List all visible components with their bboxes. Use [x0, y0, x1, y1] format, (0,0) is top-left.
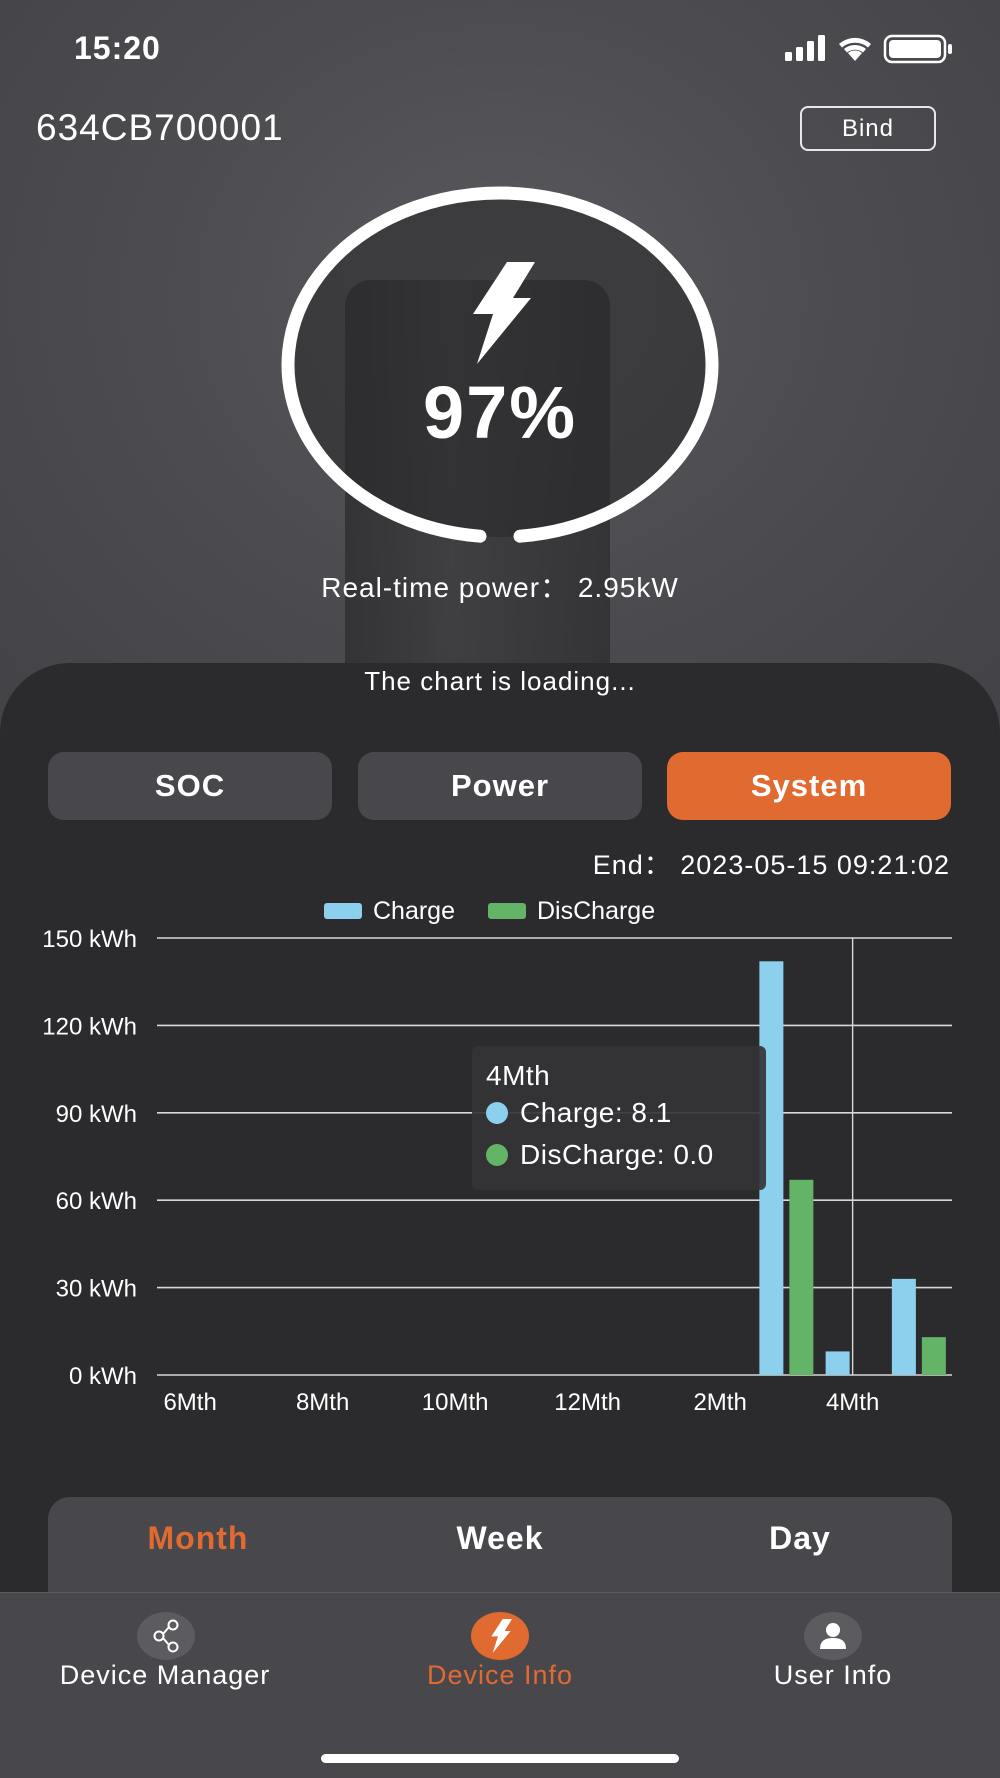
time-range-selector — [48, 1497, 952, 1593]
signal-icon — [785, 35, 825, 61]
y-tick-label: 90 kWh — [56, 1101, 137, 1128]
bar-discharge — [789, 1179, 814, 1375]
legend-label: DisCharge — [537, 897, 655, 925]
bar-charge — [825, 1351, 850, 1375]
lightning-icon — [491, 1619, 512, 1653]
nav-device-info-button[interactable] — [471, 1612, 529, 1660]
tooltip-title: 4Mth — [486, 1060, 551, 1091]
bar-discharge — [921, 1337, 946, 1375]
tooltip-row-charge: Charge: 8.1 — [486, 1092, 766, 1134]
x-tick-label: 12Mth — [554, 1389, 621, 1416]
user-icon — [820, 1623, 846, 1649]
y-tick-label: 0 kWh — [69, 1363, 137, 1390]
x-tick-label: 6Mth — [163, 1389, 216, 1416]
y-tick-label: 150 kWh — [42, 926, 137, 953]
tab-power[interactable]: Power — [358, 752, 642, 820]
battery-icon — [883, 34, 952, 64]
tooltip-discharge-value: DisCharge: 0.0 — [520, 1139, 714, 1170]
soc-value: 97% — [422, 371, 578, 454]
share-icon — [153, 1619, 179, 1653]
range-month[interactable]: Month — [147, 1520, 249, 1556]
device-id: 634CB700001 — [36, 107, 284, 148]
y-tick-label: 120 kWh — [42, 1013, 137, 1040]
charge-dot-icon — [486, 1102, 508, 1124]
bind-button[interactable]: Bind — [800, 106, 936, 151]
tooltip-row-discharge: DisCharge: 0.0 — [486, 1134, 766, 1176]
y-tick-label: 30 kWh — [56, 1276, 137, 1303]
wifi-icon — [839, 37, 871, 61]
lightning-icon — [473, 262, 535, 364]
range-week[interactable]: Week — [456, 1520, 544, 1556]
nav-device-info[interactable]: Device Info — [426, 1660, 574, 1690]
x-tick-label: 4Mth — [826, 1389, 879, 1416]
home-indicator — [321, 1754, 679, 1763]
x-tick-label: 8Mth — [296, 1389, 349, 1416]
x-tick-label: 10Mth — [422, 1389, 489, 1416]
nav-device-manager[interactable]: Device Manager — [59, 1660, 271, 1690]
chart-tooltip: 4Mth Charge: 8.1 DisCharge: 0.0 — [472, 1046, 766, 1190]
legend-label: Charge — [373, 897, 455, 925]
tab-soc[interactable]: SOC — [48, 752, 332, 820]
y-tick-label: 60 kWh — [56, 1188, 137, 1215]
nav-device-manager-button[interactable] — [137, 1612, 195, 1660]
loading-text: The chart is loading... — [364, 666, 636, 696]
range-day[interactable]: Day — [769, 1520, 831, 1556]
bar-charge — [891, 1278, 916, 1375]
status-time: 15:20 — [74, 30, 161, 66]
realtime-power: Real-time power： 2.95kW — [321, 572, 679, 603]
end-time: End： 2023-05-15 09:21:02 — [592, 850, 950, 880]
tab-system[interactable]: System — [667, 752, 951, 820]
legend-swatch-0 — [324, 903, 362, 919]
x-tick-label: 2Mth — [693, 1389, 746, 1416]
soc-ring — [281, 186, 719, 543]
nav-user-info[interactable]: User Info — [773, 1660, 893, 1690]
legend-swatch-1 — [488, 903, 526, 919]
tooltip-charge-value: Charge: 8.1 — [520, 1097, 672, 1128]
nav-user-info-button[interactable] — [804, 1612, 862, 1660]
discharge-dot-icon — [486, 1144, 508, 1166]
soc-gauge — [281, 186, 719, 543]
status-icons — [785, 34, 952, 64]
